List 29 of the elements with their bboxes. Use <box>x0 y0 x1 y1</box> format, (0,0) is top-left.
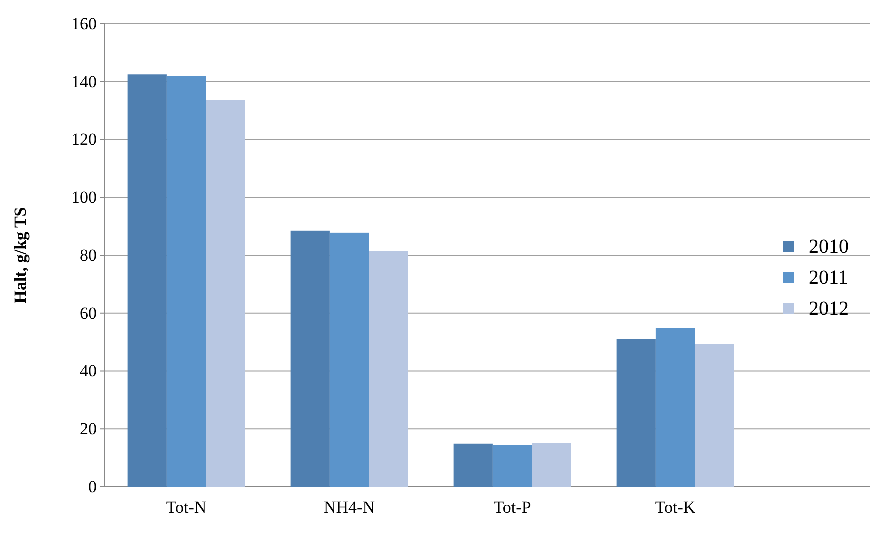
y-tick-label: 20 <box>80 420 97 439</box>
bar <box>290 230 330 487</box>
x-tick-label: Tot-N <box>166 498 207 518</box>
y-tick-label: 120 <box>72 130 97 150</box>
y-axis-title: Halt, g/kg TS <box>11 207 30 304</box>
legend-label: 2011 <box>809 267 848 289</box>
bar <box>128 74 167 487</box>
bar <box>206 100 246 487</box>
legend-label: 2010 <box>809 236 849 258</box>
bar <box>616 339 656 487</box>
bar <box>330 232 370 487</box>
y-tick-label: 40 <box>80 362 97 381</box>
bar <box>369 251 408 487</box>
x-tick-label: Tot-P <box>494 498 532 518</box>
x-tick-label: Tot-K <box>655 498 696 518</box>
y-tick-label: 80 <box>80 246 97 265</box>
bar <box>695 344 734 487</box>
bar <box>166 76 206 487</box>
bar <box>454 444 493 487</box>
y-tick-label: 160 <box>72 14 97 34</box>
bar <box>492 445 532 487</box>
y-tick-label: 0 <box>88 477 97 496</box>
x-tick-label: NH4-N <box>324 498 375 518</box>
y-tick-label: 140 <box>72 72 97 92</box>
bar <box>656 328 696 487</box>
y-tick-label: 60 <box>80 304 97 323</box>
bar <box>532 443 572 487</box>
legend-label: 2012 <box>809 298 849 320</box>
y-tick-label: 100 <box>72 188 97 208</box>
